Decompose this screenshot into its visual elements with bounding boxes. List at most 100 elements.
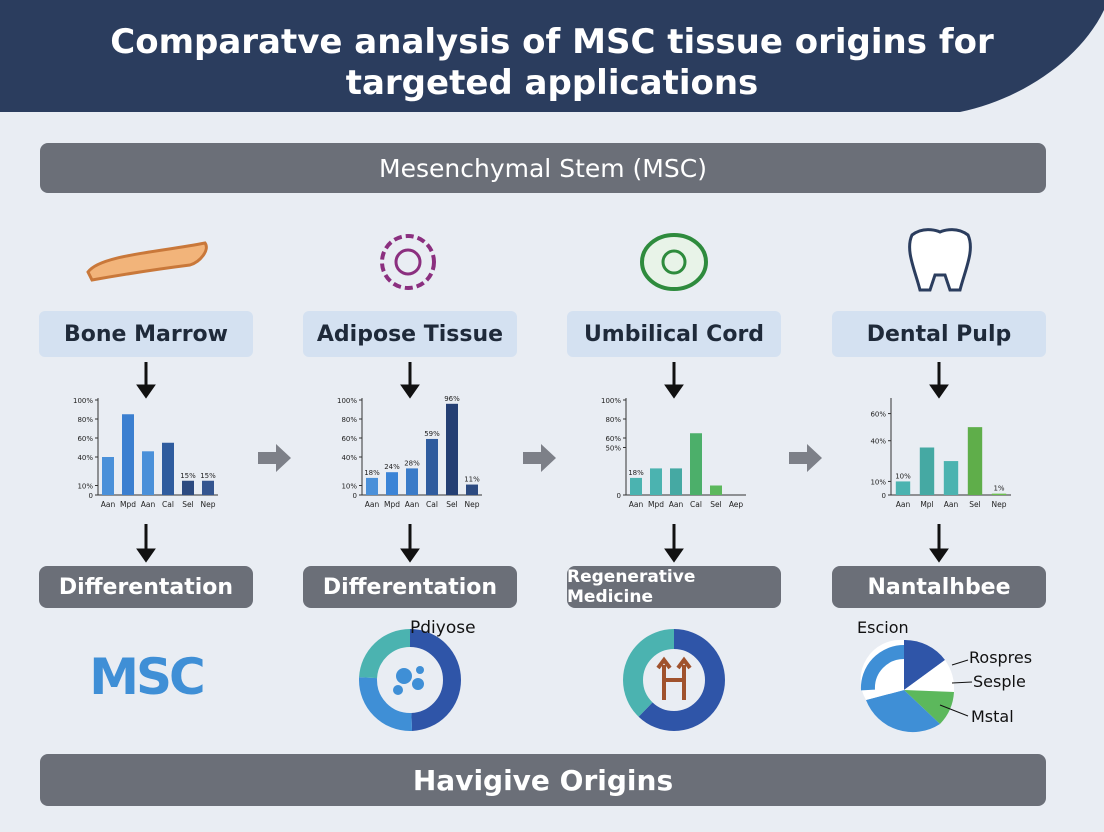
y-tick-label: 40%: [341, 454, 357, 462]
bar: [366, 477, 378, 495]
bar: [466, 484, 478, 495]
title: Comparatve analysis of MSC tissue origin…: [110, 22, 994, 103]
y-tick-label: 100%: [337, 397, 357, 405]
y-tick-label: 10%: [77, 483, 93, 491]
y-tick-label: 40%: [870, 438, 886, 446]
footer: Havigive Origins: [40, 754, 1046, 806]
value-label: 96%: [444, 395, 460, 403]
y-tick-label: 60%: [870, 411, 886, 419]
charts: 010%40%60%80%100%Aan Mpd Aan Cal Sel15%Nep15…: [73, 395, 1011, 509]
bar: [446, 403, 458, 495]
x-tick-label: Mpl: [920, 500, 933, 509]
outcome-label: Differentation: [303, 566, 517, 608]
tissue-label: Adipose Tissue: [303, 311, 517, 357]
y-tick-label: 60%: [605, 435, 621, 443]
y-tick-label: 60%: [341, 435, 357, 443]
donut-adipose: [359, 629, 461, 731]
x-tick-label: Aep: [729, 500, 744, 509]
bar: [650, 468, 662, 495]
x-tick-label: Cal: [690, 500, 702, 509]
tissue-label: Bone Marrow: [39, 311, 253, 357]
cord-icon-core: [661, 249, 687, 275]
x-tick-label: Sel: [969, 500, 980, 509]
cord-symbol: [656, 656, 692, 700]
bar: [670, 468, 682, 495]
pie-label: Sesple: [973, 672, 1026, 691]
adipose-icon-core: [394, 248, 422, 276]
x-tick-label: Sel: [182, 500, 193, 509]
x-tick-label: Cal: [162, 500, 174, 509]
outcome-label: Nantalhbee: [832, 566, 1046, 608]
tooth-icon: [908, 228, 972, 292]
bar: [386, 472, 398, 495]
x-tick-label: Aan: [896, 500, 911, 509]
right-arrows: [258, 444, 822, 472]
down-arrows: [136, 362, 949, 563]
bar: [122, 414, 134, 495]
y-tick-label: 100%: [601, 397, 621, 405]
y-tick-label: 100%: [73, 397, 93, 405]
x-tick-label: Nep: [465, 500, 480, 509]
pie-label: Mstal: [971, 707, 1014, 726]
value-label: 11%: [464, 476, 480, 484]
x-tick-label: Aan: [629, 500, 644, 509]
bone-icon: [86, 241, 208, 282]
value-label: 24%: [384, 463, 400, 471]
y-tick-label: 0: [353, 492, 357, 500]
tissue-label: Umbilical Cord: [567, 311, 781, 357]
value-label: 15%: [200, 472, 216, 480]
y-tick-label: 50%: [605, 445, 621, 453]
x-tick-label: Aan: [141, 500, 156, 509]
header-shape: [0, 0, 1104, 112]
x-tick-label: Aan: [365, 500, 380, 509]
y-tick-label: 80%: [605, 416, 621, 424]
x-tick-label: Aan: [669, 500, 684, 509]
pie-dental: [860, 639, 973, 733]
y-tick-label: 60%: [77, 435, 93, 443]
bar: [142, 451, 154, 495]
bar: [919, 447, 935, 495]
value-label: 28%: [404, 459, 420, 467]
x-tick-label: Mpd: [384, 500, 400, 509]
cord-icon: [640, 233, 708, 291]
x-tick-label: Sel: [710, 500, 721, 509]
bar: [690, 433, 702, 495]
y-tick-label: 10%: [870, 478, 886, 486]
bar: [182, 480, 194, 495]
value-label: 10%: [895, 472, 911, 480]
y-tick-label: 80%: [77, 416, 93, 424]
bar: [991, 493, 1007, 495]
value-label: 15%: [180, 472, 196, 480]
x-tick-label: Aan: [101, 500, 116, 509]
banner: Mesenchymal Stem (MSC): [40, 143, 1046, 193]
value-label: 18%: [364, 469, 380, 477]
bar: [943, 461, 959, 495]
bar: [102, 457, 114, 495]
value-label: 59%: [424, 430, 440, 438]
x-tick-label: Aan: [405, 500, 420, 509]
y-tick-label: 0: [617, 492, 621, 500]
y-tick-label: 0: [882, 492, 886, 500]
x-tick-label: Mpd: [648, 500, 664, 509]
y-tick-label: 40%: [77, 454, 93, 462]
donut-cord: [623, 629, 725, 731]
x-tick-label: Nep: [201, 500, 216, 509]
value-label: 18%: [628, 469, 644, 477]
adipose-icon: [380, 234, 436, 290]
y-tick-label: 10%: [341, 483, 357, 491]
bar: [895, 481, 911, 495]
x-tick-label: Nep: [992, 500, 1007, 509]
bar: [967, 427, 983, 495]
pie-label: Rospres: [969, 648, 1033, 667]
value-label: 1%: [993, 485, 1004, 493]
y-tick-label: 0: [89, 492, 93, 500]
x-tick-label: Cal: [426, 500, 438, 509]
y-tick-label: 80%: [341, 416, 357, 424]
caption: Pdiyose: [410, 618, 476, 638]
x-tick-label: Mpd: [120, 500, 136, 509]
bar: [202, 480, 214, 495]
bar: [710, 485, 722, 495]
bar: [630, 477, 642, 495]
